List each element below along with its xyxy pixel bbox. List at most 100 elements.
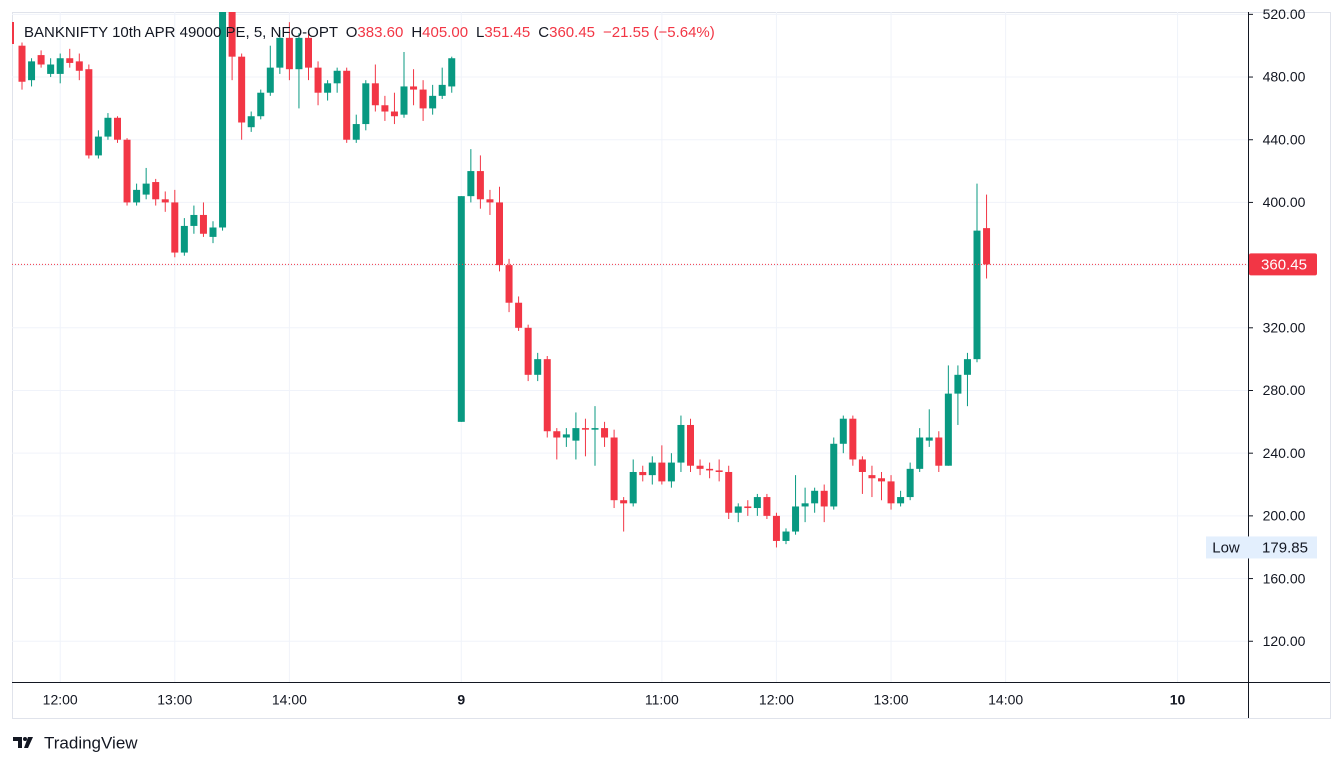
candle-body [28, 61, 36, 81]
candle-body [916, 437, 924, 469]
candle-body [839, 418, 847, 444]
candle-body [381, 105, 389, 112]
candle-body [505, 265, 513, 303]
last-price-label: 360.45 [1261, 256, 1307, 273]
candle-body [601, 428, 609, 438]
candle-body [925, 437, 933, 441]
labels: 120.00 160.00 200.00 240.00 280.00 320.00 360.… [43, 6, 1317, 708]
candle-body [954, 374, 962, 394]
candle-body [266, 67, 274, 93]
candle-body [171, 202, 179, 253]
candle-body [562, 434, 570, 438]
candle-body [343, 70, 351, 140]
grid [12, 12, 1248, 682]
candle-body [190, 214, 198, 226]
candle-body [457, 196, 465, 422]
candle-body [209, 227, 217, 237]
y-tick-label: 520.00 [1263, 6, 1306, 22]
candle-body [371, 83, 379, 106]
candle-body [257, 92, 265, 117]
candle-body [687, 424, 694, 466]
candle-body [114, 117, 121, 140]
candle-body [744, 506, 752, 509]
candle-body [849, 418, 857, 460]
candle-body [983, 228, 991, 265]
candle-body [811, 490, 819, 504]
y-tick-label: 440.00 [1263, 131, 1306, 147]
candle-body [858, 459, 866, 472]
candle-body [180, 225, 188, 253]
candle-body [706, 468, 714, 471]
candle-body [782, 531, 790, 541]
candle-body [572, 428, 580, 441]
candle-body [123, 139, 131, 203]
legend-accent [12, 22, 14, 44]
candle-body [199, 214, 207, 234]
candle-body [830, 443, 838, 507]
candle-body [734, 506, 742, 513]
candle-body [56, 58, 64, 74]
low-box [1206, 536, 1317, 559]
candle-body [963, 359, 971, 375]
candle-body [610, 437, 618, 501]
c-label: C [538, 24, 549, 41]
candle-body [152, 182, 160, 200]
candle-body [37, 55, 45, 65]
candle-body [228, 12, 236, 57]
x-tick-label: 13:00 [157, 692, 192, 708]
x-tick-label: 13:00 [874, 692, 909, 708]
o-label: O [346, 24, 358, 41]
candle-body [400, 86, 408, 115]
change: −21.55 (−5.64%) [603, 24, 715, 41]
candle-body [419, 89, 427, 109]
candle-body [238, 56, 246, 123]
last-price-box [1249, 253, 1317, 276]
candle-body [352, 124, 360, 140]
h-label: H [411, 24, 422, 41]
candle-body [667, 462, 675, 482]
candle-body [820, 490, 828, 507]
l-label: L [476, 24, 484, 41]
candle-body [390, 111, 398, 117]
brand-logo [13, 737, 33, 748]
candle-body [247, 116, 255, 128]
x-tick-label: 10 [1170, 692, 1186, 708]
candle-body [677, 424, 685, 463]
candle-body [305, 37, 312, 68]
candle-body [276, 37, 284, 68]
candle-body [467, 171, 475, 197]
candle-body [85, 69, 93, 156]
candle-body [868, 475, 876, 479]
candle-body [94, 136, 102, 156]
candle-body [142, 183, 150, 195]
candle-body [410, 86, 418, 90]
candle-body [620, 500, 628, 504]
candle-body [104, 117, 112, 137]
candle-body [496, 202, 503, 266]
candle-body [476, 171, 484, 200]
candle-body [333, 70, 341, 84]
candle-body [715, 470, 723, 472]
candle-body [75, 61, 83, 71]
candle-body [639, 471, 647, 476]
low-value: 179.85 [1262, 539, 1308, 556]
symbol: BANKNIFTY 10th APR 49000 PE, 5, NFO-OPT [24, 24, 338, 41]
candle-body [515, 302, 523, 328]
candle-body [448, 58, 456, 87]
candle-body [438, 84, 446, 96]
y-tick-label: 480.00 [1263, 69, 1306, 85]
candle-body [362, 83, 370, 125]
brand[interactable]: TradingView [44, 733, 138, 752]
candle-body [591, 428, 599, 430]
y-tick-label: 200.00 [1263, 508, 1306, 524]
candle-body [581, 428, 589, 430]
candle-body [314, 67, 322, 93]
x-tick-label: 14:00 [272, 692, 307, 708]
candle-body [887, 481, 895, 504]
candle-body [534, 359, 542, 375]
legend: BANKNIFTY 10th APR 49000 PE, 5, NFO-OPT O… [24, 24, 715, 41]
x-tick-label: 11:00 [645, 692, 679, 708]
candle-body [295, 37, 303, 70]
